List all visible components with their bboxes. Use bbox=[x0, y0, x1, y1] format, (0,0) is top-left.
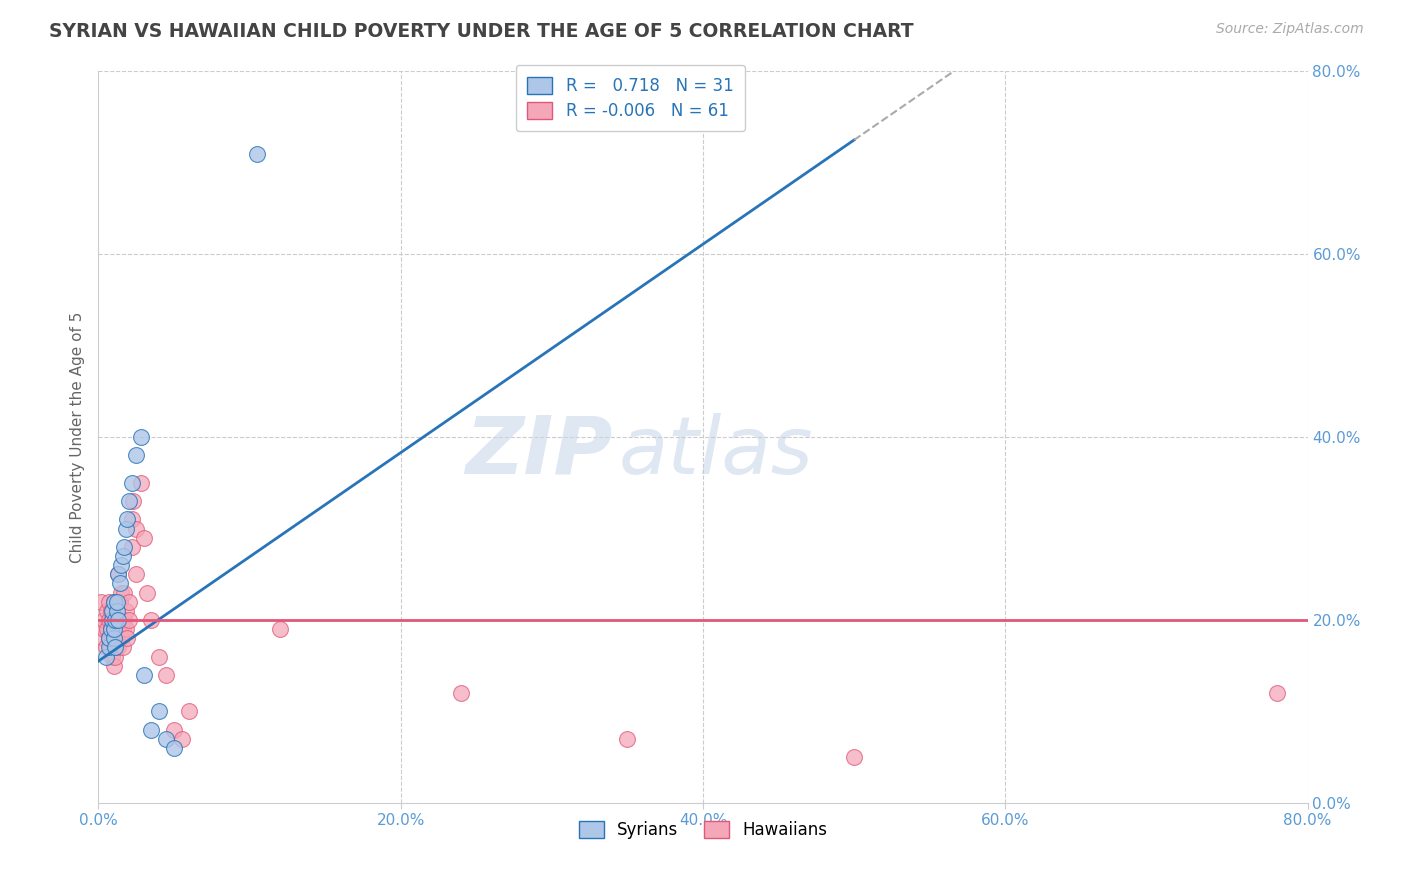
Point bbox=[103, 622, 125, 636]
Point bbox=[115, 512, 138, 526]
Point bbox=[105, 613, 128, 627]
Point bbox=[246, 146, 269, 161]
Point bbox=[107, 567, 129, 582]
Point bbox=[122, 494, 145, 508]
Point bbox=[118, 613, 141, 627]
Point bbox=[107, 613, 129, 627]
Point bbox=[110, 613, 132, 627]
Point bbox=[1267, 686, 1289, 700]
Point bbox=[98, 640, 121, 655]
Point bbox=[114, 521, 136, 535]
Point bbox=[103, 658, 125, 673]
Point bbox=[108, 576, 131, 591]
Point bbox=[121, 512, 143, 526]
Point bbox=[269, 622, 291, 636]
Text: SYRIAN VS HAWAIIAN CHILD POVERTY UNDER THE AGE OF 5 CORRELATION CHART: SYRIAN VS HAWAIIAN CHILD POVERTY UNDER T… bbox=[49, 22, 914, 41]
Point bbox=[616, 731, 638, 746]
Point bbox=[111, 640, 134, 655]
Point bbox=[101, 604, 124, 618]
Point bbox=[111, 622, 134, 636]
Text: Source: ZipAtlas.com: Source: ZipAtlas.com bbox=[1216, 22, 1364, 37]
Point bbox=[94, 649, 117, 664]
Point bbox=[96, 604, 118, 618]
Point bbox=[100, 640, 122, 655]
Point bbox=[141, 723, 163, 737]
Point bbox=[100, 622, 122, 636]
Point bbox=[91, 632, 114, 646]
Point bbox=[129, 430, 152, 444]
Point bbox=[148, 649, 170, 664]
Point bbox=[132, 667, 155, 681]
Point bbox=[103, 594, 125, 608]
Point bbox=[110, 558, 132, 573]
Y-axis label: Child Poverty Under the Age of 5: Child Poverty Under the Age of 5 bbox=[70, 311, 86, 563]
Point bbox=[100, 622, 122, 636]
Text: atlas: atlas bbox=[619, 413, 813, 491]
Point bbox=[108, 594, 131, 608]
Point bbox=[94, 640, 117, 655]
Point bbox=[101, 632, 124, 646]
Point bbox=[110, 585, 132, 599]
Point bbox=[107, 640, 129, 655]
Text: ZIP: ZIP bbox=[465, 413, 613, 491]
Point bbox=[148, 705, 170, 719]
Point bbox=[129, 475, 152, 490]
Point bbox=[105, 632, 128, 646]
Point bbox=[121, 540, 143, 554]
Point bbox=[98, 632, 121, 646]
Point bbox=[107, 594, 129, 608]
Point bbox=[101, 613, 124, 627]
Point bbox=[98, 613, 121, 627]
Point bbox=[114, 622, 136, 636]
Point bbox=[110, 632, 132, 646]
Point bbox=[103, 594, 125, 608]
Point bbox=[155, 667, 177, 681]
Point bbox=[105, 594, 128, 608]
Point bbox=[96, 622, 118, 636]
Point bbox=[112, 613, 135, 627]
Point bbox=[844, 750, 866, 764]
Point bbox=[104, 622, 127, 636]
Point bbox=[163, 740, 186, 755]
Point bbox=[108, 622, 131, 636]
Point bbox=[118, 494, 141, 508]
Point bbox=[103, 640, 125, 655]
Point bbox=[107, 613, 129, 627]
Point bbox=[111, 549, 134, 563]
Point bbox=[101, 649, 124, 664]
Point bbox=[125, 448, 148, 462]
Point bbox=[104, 640, 127, 655]
Point bbox=[125, 521, 148, 535]
Point bbox=[112, 585, 135, 599]
Point bbox=[103, 622, 125, 636]
Point bbox=[118, 594, 141, 608]
Point bbox=[112, 540, 135, 554]
Point bbox=[450, 686, 472, 700]
Point bbox=[114, 604, 136, 618]
Point bbox=[179, 705, 201, 719]
Point bbox=[115, 632, 138, 646]
Point bbox=[125, 567, 148, 582]
Point bbox=[163, 723, 186, 737]
Point bbox=[104, 613, 127, 627]
Point bbox=[132, 531, 155, 545]
Point bbox=[101, 613, 124, 627]
Legend: Syrians, Hawaiians: Syrians, Hawaiians bbox=[569, 811, 837, 849]
Point bbox=[100, 604, 122, 618]
Point bbox=[107, 567, 129, 582]
Point bbox=[90, 594, 112, 608]
Point bbox=[103, 632, 125, 646]
Point bbox=[135, 585, 157, 599]
Point bbox=[98, 594, 121, 608]
Point bbox=[155, 731, 177, 746]
Point bbox=[93, 613, 115, 627]
Point bbox=[98, 632, 121, 646]
Point bbox=[105, 604, 128, 618]
Point bbox=[93, 622, 115, 636]
Point bbox=[170, 731, 193, 746]
Point bbox=[121, 475, 143, 490]
Point bbox=[141, 613, 163, 627]
Point bbox=[104, 649, 127, 664]
